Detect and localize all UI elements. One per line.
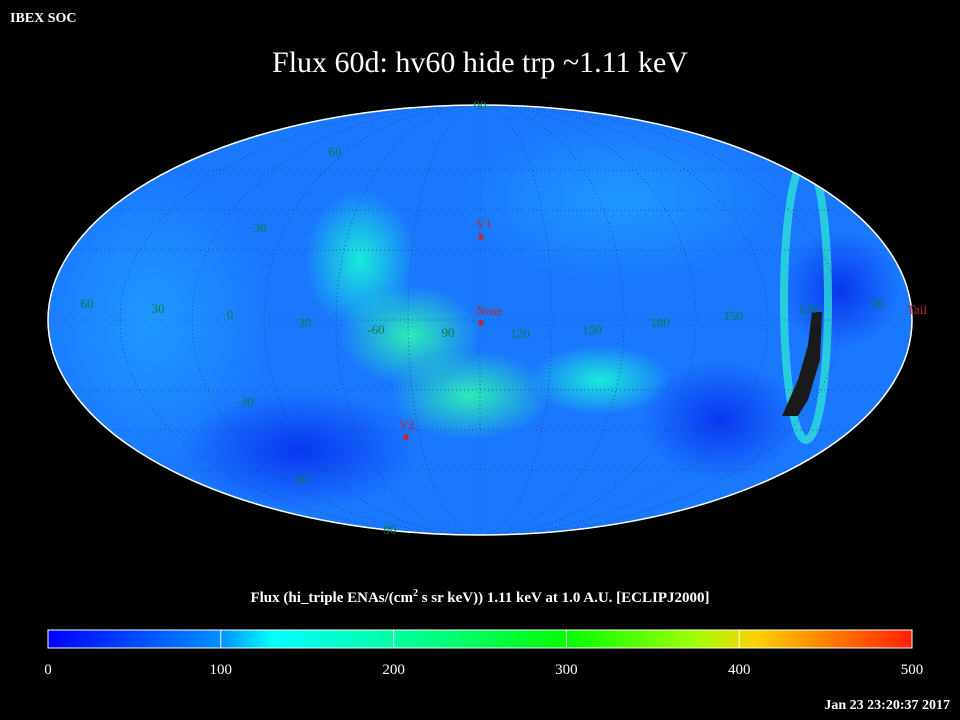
- marker-label: Tail: [907, 302, 927, 317]
- grid-label: 0: [227, 307, 234, 322]
- colorbar-tick-label: 300: [555, 662, 578, 678]
- colorbar: [47, 629, 913, 649]
- grid-label: 90: [384, 522, 397, 537]
- label-part: 2: [413, 588, 418, 599]
- grid-label: 120: [798, 301, 818, 316]
- label-part: s sr keV)) 1.11 keV at 1.0 A.U. [ECLIPJ2…: [418, 590, 710, 606]
- map-outline: [47, 104, 913, 536]
- sky-map: [48, 105, 912, 535]
- colorbar-tick-label: 200: [382, 662, 405, 678]
- map-title: Flux 60d: hv60 hide trp ~1.11 keV: [272, 46, 688, 79]
- marker-dot: [478, 320, 484, 326]
- marker-dot: [478, 234, 484, 240]
- timestamp: Jan 23 23:20:37 2017: [824, 698, 950, 713]
- grid-label: 60: [296, 472, 309, 487]
- colorbar-label: Flux (hi_triple ENAs/(cm2 s sr keV)) 1.1…: [250, 588, 709, 606]
- grid-label: 90: [474, 98, 487, 113]
- marker-label: V1: [476, 216, 492, 231]
- grid-label: -30: [236, 394, 253, 409]
- grid-label: 30: [254, 220, 267, 235]
- grid-label: -60: [367, 322, 384, 337]
- grid-label: 90: [442, 325, 455, 340]
- grid-label: 30: [299, 315, 312, 330]
- marker-label: Nose: [476, 303, 503, 318]
- grid-label: 120: [510, 326, 530, 341]
- colorbar-tick-label: 100: [210, 662, 233, 678]
- label-part: Flux (hi_triple ENAs/(cm: [250, 590, 413, 606]
- colorbar-tick-label: 0: [44, 662, 52, 678]
- grid-label: 180: [650, 315, 670, 330]
- grid-label: 60: [81, 296, 94, 311]
- colorbar-tick-label: 400: [728, 662, 751, 678]
- marker-dot: [403, 434, 409, 440]
- grid-label: 150: [582, 322, 602, 337]
- marker-label: V2: [399, 417, 415, 432]
- grid-label: 90: [871, 296, 884, 311]
- grid-label: 60: [329, 144, 342, 159]
- source-label: IBEX SOC: [10, 11, 77, 26]
- grid-label: 30: [152, 301, 165, 316]
- colorbar-tick-label: 500: [901, 662, 924, 678]
- grid-label: 150: [723, 308, 743, 323]
